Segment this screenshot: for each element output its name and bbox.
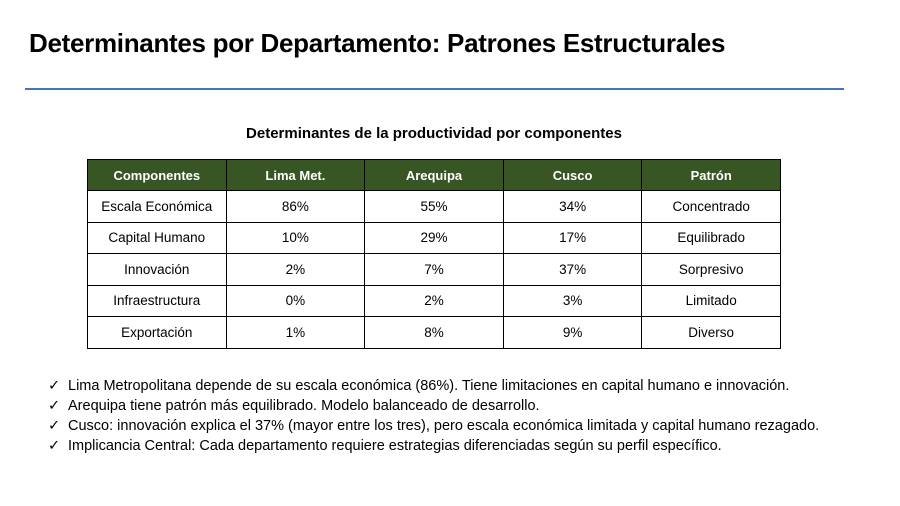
productivity-table: Componentes Lima Met. Arequipa Cusco Pat… <box>87 159 781 349</box>
list-item: ✓ Cusco: innovación explica el 37% (mayor… <box>48 416 819 436</box>
table-row: Infraestructura 0% 2% 3% Limitado <box>87 284 781 317</box>
bullet-text: Implicancia Central: Cada departamento r… <box>68 438 722 454</box>
table-title: Determinantes de la productividad por co… <box>246 125 622 142</box>
slide-title: Determinantes por Departamento: Patrones… <box>29 28 726 58</box>
header-cell: Lima Met. <box>225 159 366 191</box>
table-row: Exportación 1% 8% 9% Diverso <box>87 316 781 349</box>
bullet-text: Arequipa tiene patrón más equilibrado. M… <box>68 398 540 414</box>
list-item: ✓ Lima Metropolitana depende de su escala… <box>48 376 819 396</box>
component-cell: Escala Económica <box>87 190 227 223</box>
value-cell: 1% <box>225 316 366 349</box>
header-cell: Arequipa <box>364 159 504 191</box>
component-cell: Exportación <box>87 316 227 349</box>
value-cell: 3% <box>502 284 643 317</box>
check-icon: ✓ <box>48 418 61 434</box>
table-row: Innovación 2% 7% 37% Sorpresivo <box>87 253 781 286</box>
bullet-text: Lima Metropolitana depende de su escala … <box>68 378 790 394</box>
value-cell: 17% <box>502 221 643 254</box>
value-cell: 37% <box>502 253 643 286</box>
check-icon: ✓ <box>48 438 61 454</box>
conclusions-list: ✓ Lima Metropolitana depende de su escala… <box>48 376 819 456</box>
value-cell: 55% <box>364 190 504 223</box>
value-cell: 2% <box>225 253 366 286</box>
value-cell: 8% <box>364 316 504 349</box>
table-row: Capital Humano 10% 29% 17% Equilibrado <box>87 221 781 254</box>
table-row: Escala Económica 86% 55% 34% Concentrado <box>87 190 781 223</box>
table-header-row: Componentes Lima Met. Arequipa Cusco Pat… <box>87 159 781 191</box>
header-cell: Componentes <box>87 159 227 191</box>
value-cell: 86% <box>225 190 366 223</box>
list-item: ✓ Implicancia Central: Cada departamento … <box>48 436 819 456</box>
component-cell: Infraestructura <box>87 284 227 317</box>
check-icon: ✓ <box>48 398 61 414</box>
pattern-cell: Diverso <box>641 316 781 349</box>
check-icon: ✓ <box>48 378 61 394</box>
header-cell: Cusco <box>502 159 643 191</box>
component-cell: Innovación <box>87 253 227 286</box>
pattern-cell: Limitado <box>641 284 781 317</box>
bullet-text: Cusco: innovación explica el 37% (mayor … <box>68 418 820 434</box>
value-cell: 10% <box>225 221 366 254</box>
header-cell: Patrón <box>641 159 781 191</box>
value-cell: 29% <box>364 221 504 254</box>
list-item: ✓ Arequipa tiene patrón más equilibrado. … <box>48 396 819 416</box>
value-cell: 9% <box>502 316 643 349</box>
pattern-cell: Sorpresivo <box>641 253 781 286</box>
value-cell: 34% <box>502 190 643 223</box>
pattern-cell: Equilibrado <box>641 221 781 254</box>
title-divider <box>25 88 844 90</box>
value-cell: 7% <box>364 253 504 286</box>
pattern-cell: Concentrado <box>641 190 781 223</box>
value-cell: 0% <box>225 284 366 317</box>
value-cell: 2% <box>364 284 504 317</box>
component-cell: Capital Humano <box>87 221 227 254</box>
